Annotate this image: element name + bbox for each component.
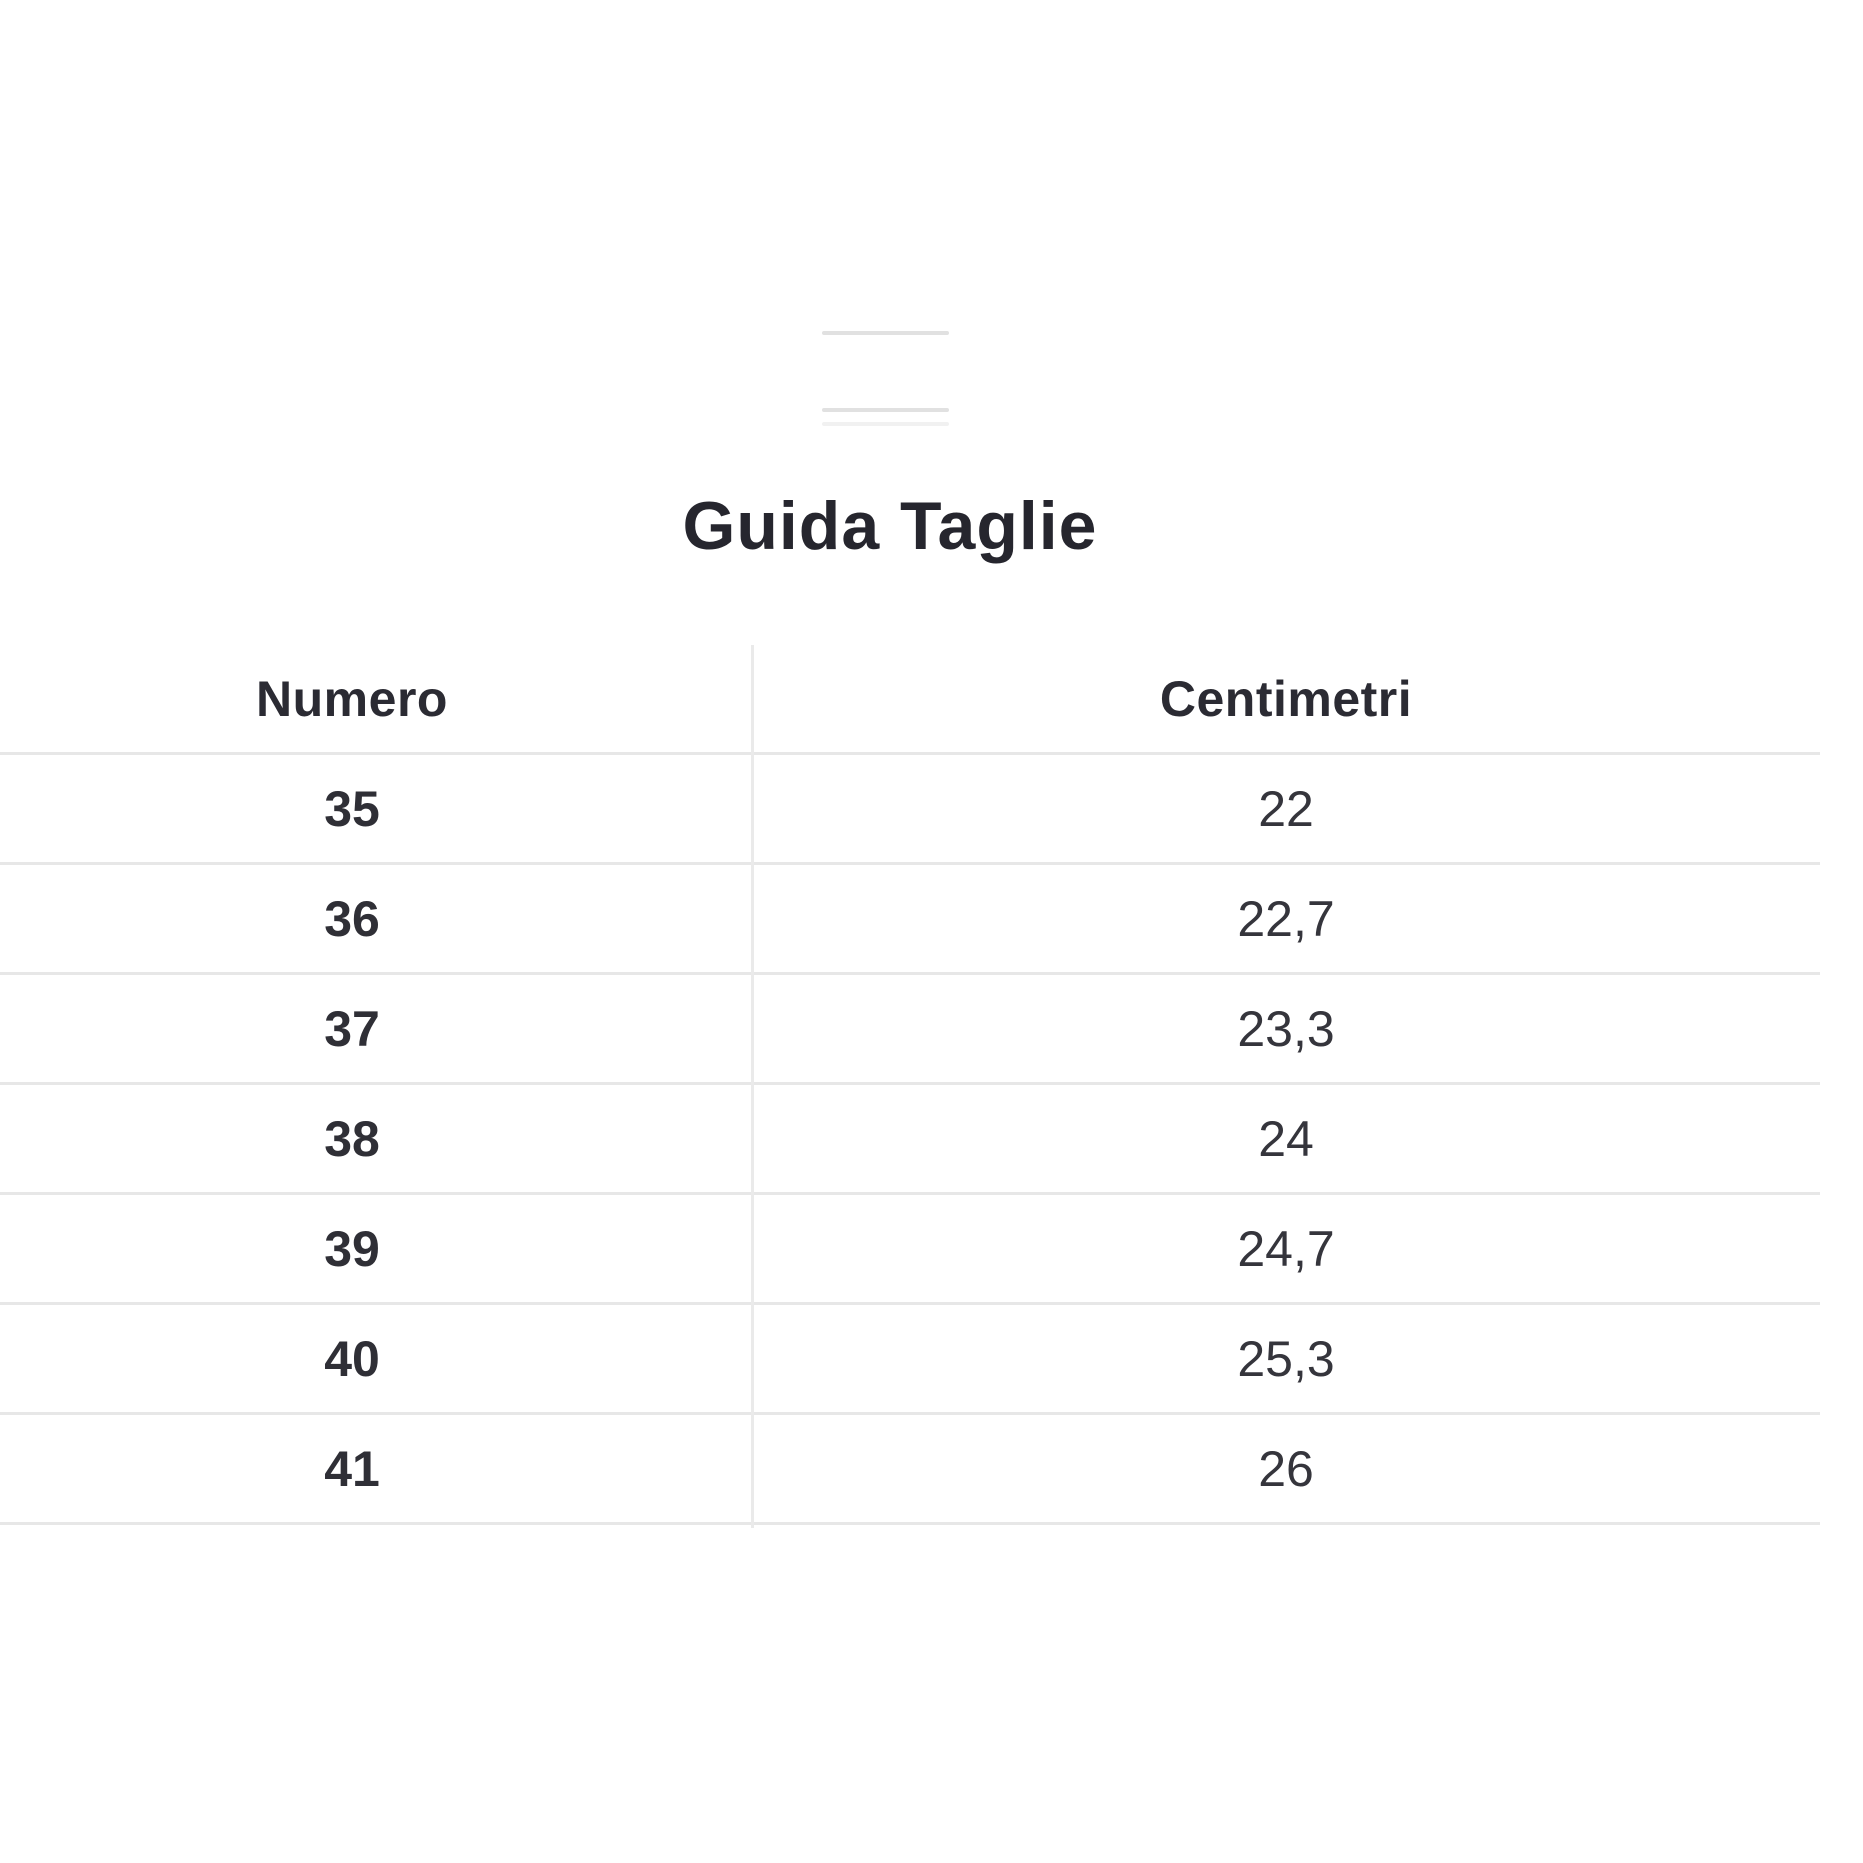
centimeters-cell: 23,3 bbox=[1237, 1000, 1335, 1057]
sheet-drag-handle[interactable] bbox=[822, 320, 949, 430]
size-number-cell: 41 bbox=[324, 1440, 380, 1497]
centimeters-cell: 25,3 bbox=[1237, 1330, 1335, 1387]
size-number-cell: 40 bbox=[324, 1330, 380, 1387]
column-header-centimetri: Centimetri bbox=[1159, 670, 1413, 727]
size-number-cell: 39 bbox=[324, 1220, 380, 1277]
table-header-row: Numero Centimetri bbox=[0, 645, 1820, 755]
table-row: 41 26 bbox=[0, 1415, 1820, 1525]
centimeters-cell: 24,7 bbox=[1237, 1220, 1335, 1277]
table-row: 37 23,3 bbox=[0, 975, 1820, 1085]
centimeters-cell: 26 bbox=[1258, 1440, 1314, 1497]
centimeters-cell: 22 bbox=[1258, 780, 1314, 837]
centimeters-cell: 24 bbox=[1258, 1110, 1314, 1167]
column-divider bbox=[751, 645, 754, 1528]
drag-handle-line-icon bbox=[822, 331, 949, 335]
table-row: 40 25,3 bbox=[0, 1305, 1820, 1415]
size-number-cell: 38 bbox=[324, 1110, 380, 1167]
table-row: 35 22 bbox=[0, 755, 1820, 865]
table-row: 38 24 bbox=[0, 1085, 1820, 1195]
drag-handle-line-icon bbox=[822, 408, 949, 412]
size-guide-table: Numero Centimetri 35 22 36 22,7 37 23,3 … bbox=[0, 645, 1820, 1525]
column-header-numero: Numero bbox=[256, 670, 448, 727]
size-number-cell: 37 bbox=[324, 1000, 380, 1057]
size-number-cell: 36 bbox=[324, 890, 380, 947]
table-row: 36 22,7 bbox=[0, 865, 1820, 975]
size-number-cell: 35 bbox=[324, 780, 380, 837]
centimeters-cell: 22,7 bbox=[1237, 890, 1335, 947]
table-row: 39 24,7 bbox=[0, 1195, 1820, 1305]
page-title: Guida Taglie bbox=[682, 488, 1098, 564]
